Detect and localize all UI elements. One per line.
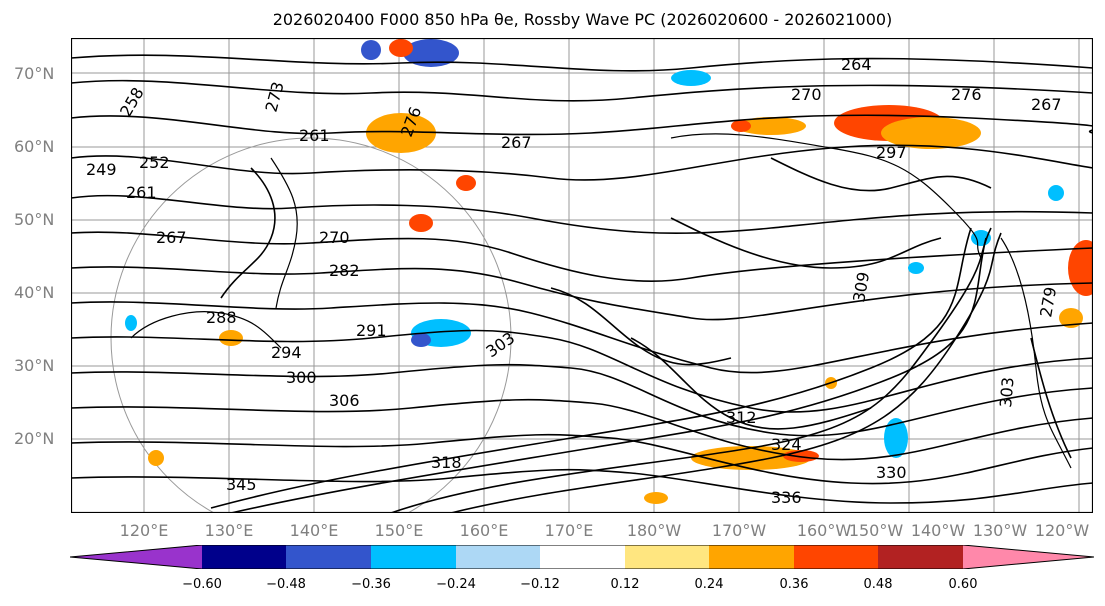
lat-label: 20°N: [14, 429, 55, 448]
colorbar-tick: −0.24: [436, 577, 476, 592]
contour-labels: 258 273 261 264 270 276 267 249 252 261 …: [86, 55, 1062, 507]
colorbar-extend-low: [70, 545, 202, 569]
lon-label: 140°W: [910, 521, 966, 540]
lon-label: 150°E: [374, 521, 424, 540]
contour-label: 294: [271, 343, 302, 362]
colorbar-bin: [625, 545, 709, 569]
colorbar-bin: [878, 545, 963, 569]
colorbar-bin: [286, 545, 371, 569]
contour-label: 252: [139, 153, 170, 172]
lon-label: 120°W: [1034, 521, 1090, 540]
contour-label: 336: [771, 488, 802, 507]
colorbar-tick: 0.60: [948, 577, 978, 592]
contour-label: 270: [791, 85, 822, 104]
contour-label: 270: [319, 228, 350, 247]
lon-label: 160°E: [459, 521, 509, 540]
colorbar: [70, 545, 1094, 569]
colorbar-tick: 0.24: [694, 577, 724, 592]
lat-label: 60°N: [14, 137, 55, 156]
coastlines: [130, 133, 1072, 469]
figure-title: 2026020400 F000 850 hPa θe, Rossby Wave …: [272, 10, 893, 29]
lon-label: 180°W: [626, 521, 682, 540]
colorbar-bin: [456, 545, 540, 569]
contour-label: 249: [86, 160, 117, 179]
colorbar-bin: [371, 545, 456, 569]
lon-label: 130°W: [972, 521, 1028, 540]
map-panel: 258 273 261 264 270 276 267 249 252 261 …: [71, 38, 1093, 513]
lat-label: 40°N: [14, 283, 55, 302]
lon-label: 170°E: [544, 521, 594, 540]
contour-label: 288: [206, 308, 237, 327]
contour-label: 345: [226, 475, 257, 494]
contour-label: 324: [771, 435, 802, 454]
contour-label: 261: [126, 183, 157, 202]
contour-label: 261: [299, 126, 330, 145]
contour-label: 318: [431, 453, 462, 472]
colorbar-tick: −0.36: [351, 577, 391, 592]
contour-label: 300: [286, 368, 317, 387]
map-background: [71, 38, 1093, 513]
lon-label: 160°W: [796, 521, 852, 540]
map-frame: [71, 38, 1093, 513]
contour-label: 297: [876, 143, 907, 162]
contour-label: 306: [329, 391, 360, 410]
colorbar-bin: [709, 545, 794, 569]
colorbar-tick: 0.12: [610, 577, 640, 592]
projection-circle: [110, 137, 512, 513]
contour-label: 276: [951, 85, 982, 104]
colorbar-bin: [202, 545, 286, 569]
contour-label: 330: [876, 463, 907, 482]
lon-label: 130°E: [204, 521, 254, 540]
colorbar-tick: −0.48: [266, 577, 306, 592]
colorbar-tick: 0.48: [863, 577, 893, 592]
colorbar-tick: −0.60: [182, 577, 222, 592]
lat-label: 50°N: [14, 210, 55, 229]
lon-label: 140°E: [289, 521, 339, 540]
lat-label: 70°N: [14, 64, 55, 83]
contour-label: 267: [156, 228, 187, 247]
contour-label: 267: [501, 133, 532, 152]
colorbar-extend-high: [963, 545, 1094, 569]
colorbar-tick: −0.12: [520, 577, 560, 592]
contour-label: 282: [329, 261, 360, 280]
contour-label: 303: [996, 376, 1018, 408]
colorbar-bin: [540, 545, 625, 569]
shaded-anomalies: [125, 39, 1093, 504]
lon-label: 120°E: [119, 521, 169, 540]
contour-label: 267: [1031, 95, 1062, 114]
colorbar-bin: [794, 545, 878, 569]
lon-label: 150°W: [848, 521, 904, 540]
contour-label: 291: [356, 321, 387, 340]
colorbar-tick: 0.36: [779, 577, 809, 592]
lat-label: 30°N: [14, 356, 55, 375]
contour-label: 264: [841, 55, 872, 74]
theta-e-contours: [71, 54, 1093, 513]
contour-label: 312: [726, 408, 757, 427]
lon-label: 170°W: [711, 521, 767, 540]
